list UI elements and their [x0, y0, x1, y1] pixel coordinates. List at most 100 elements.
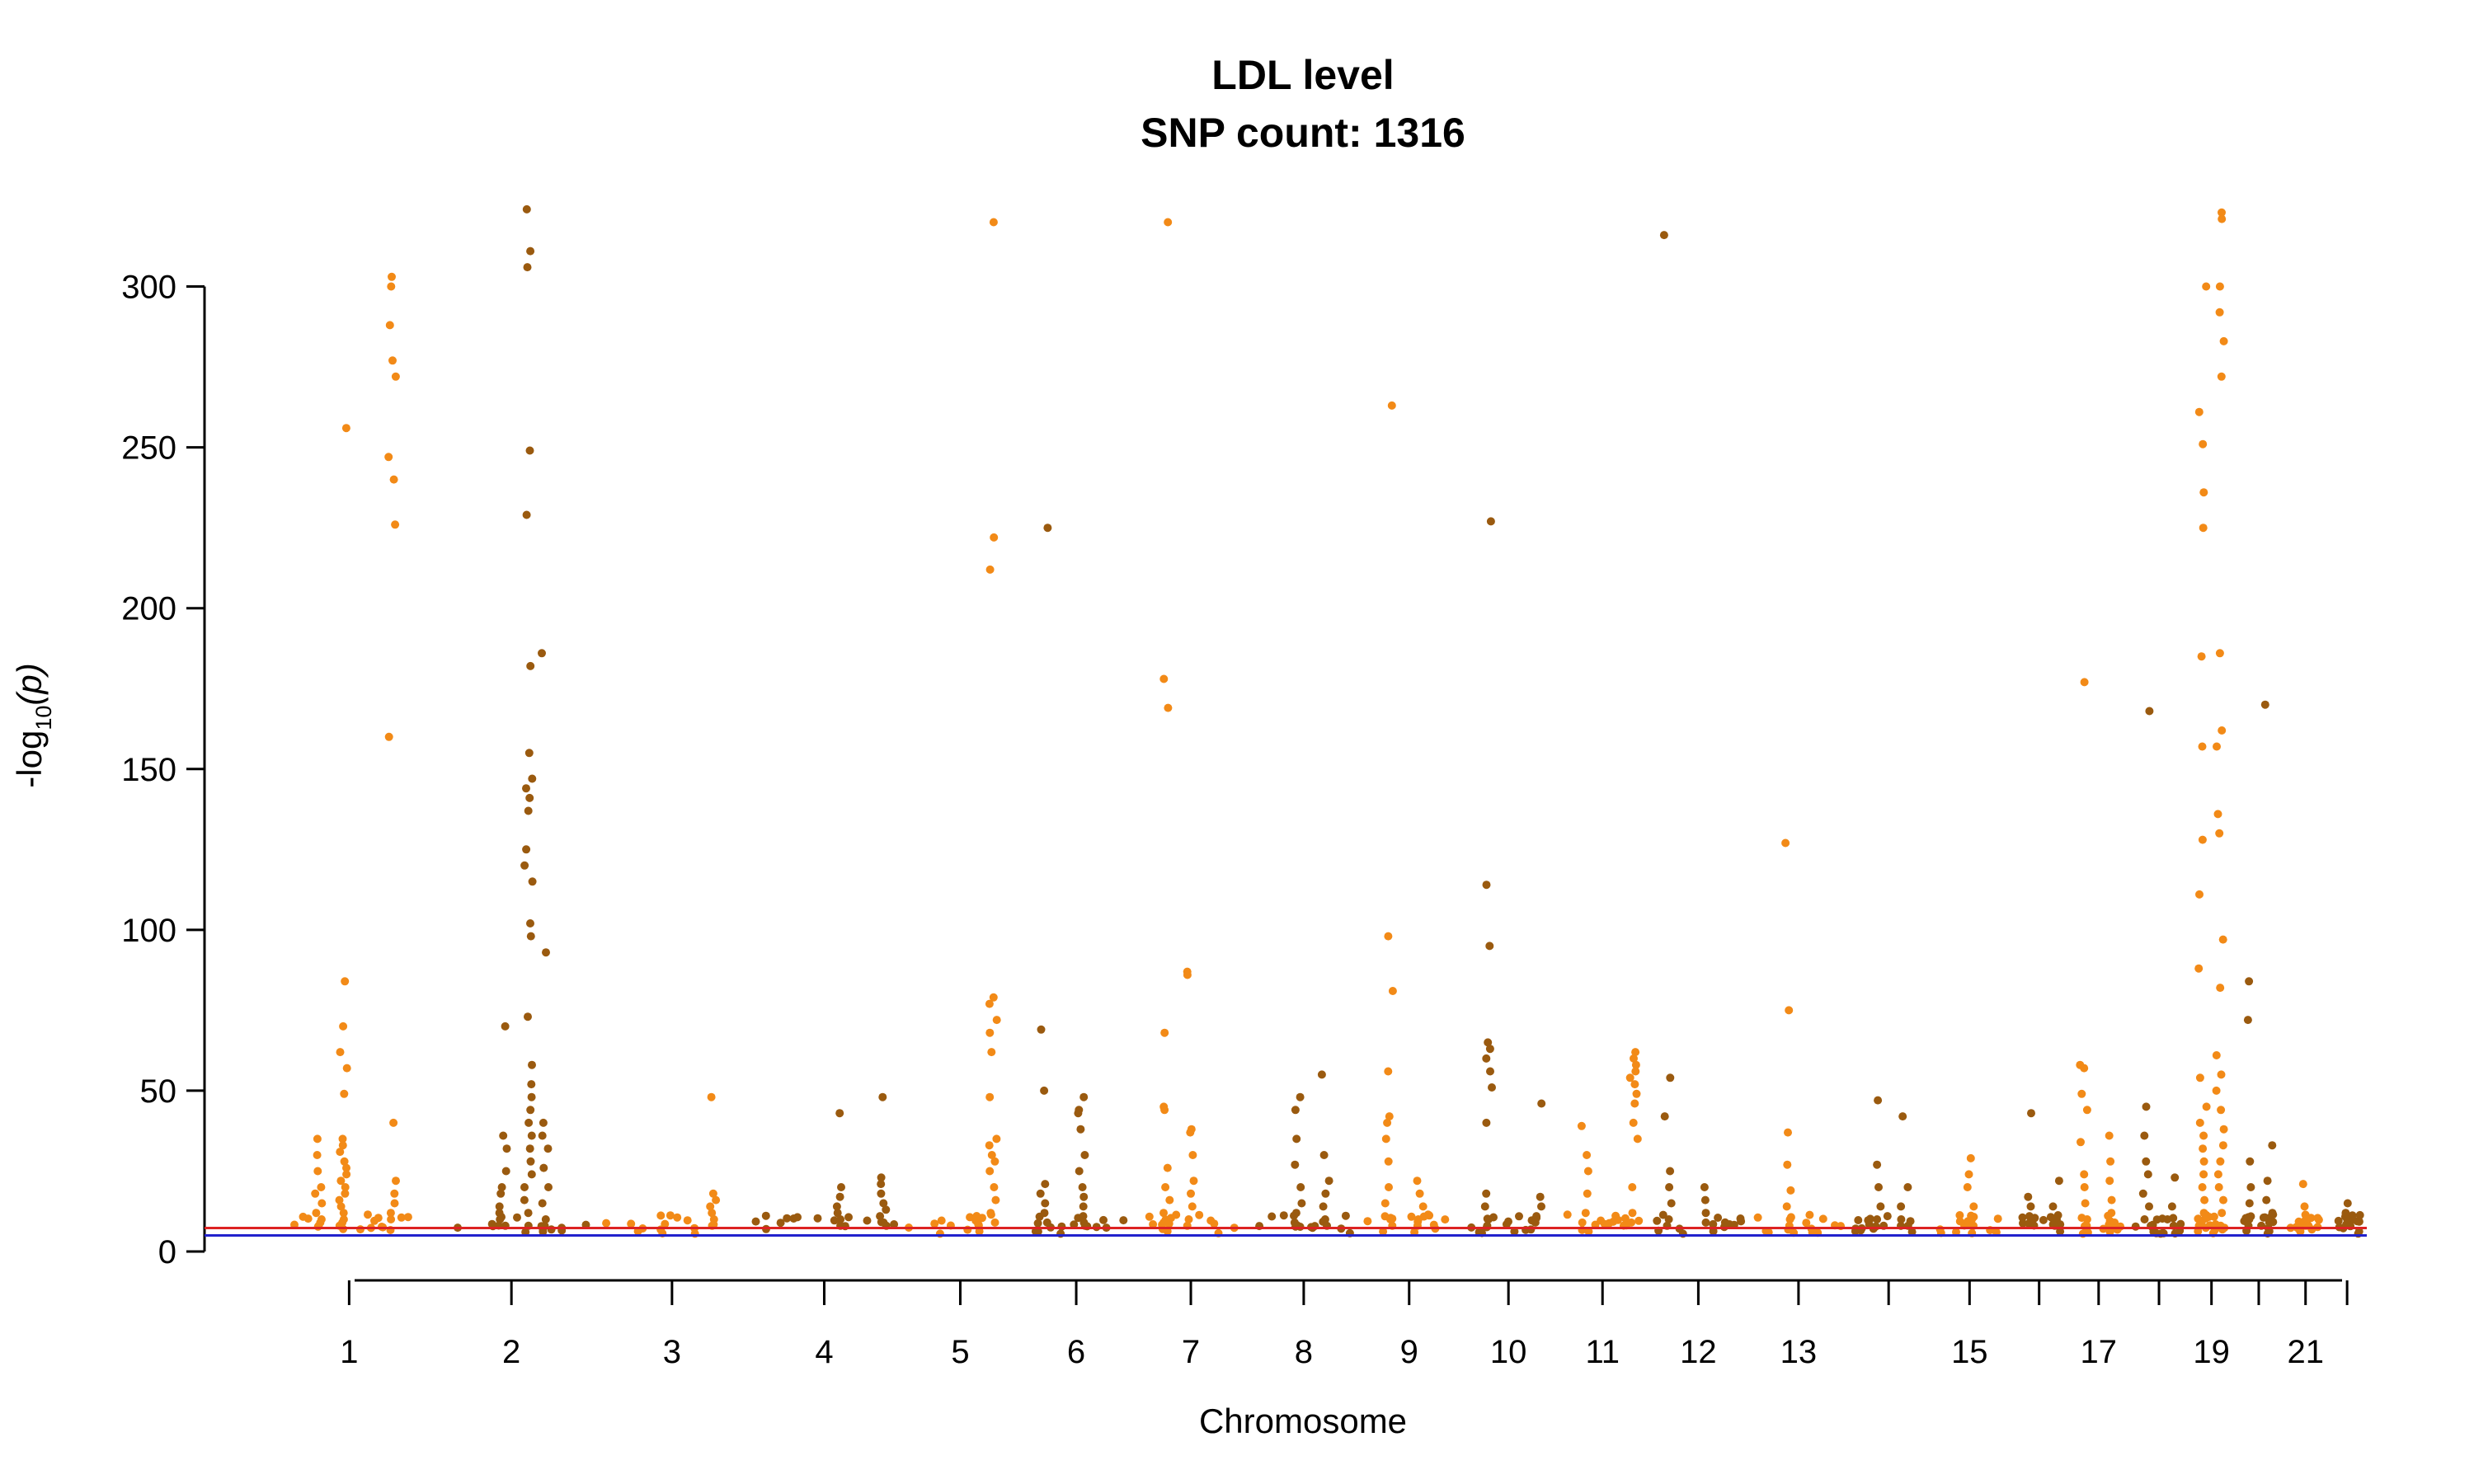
snp-point — [1634, 1216, 1644, 1225]
x-tick-label: 9 — [1400, 1334, 1418, 1370]
snp-point — [544, 1183, 553, 1191]
y-tick-label: 300 — [121, 270, 176, 306]
snp-point — [2081, 1199, 2090, 1208]
snp-point — [985, 565, 995, 574]
y-tick-label: 150 — [121, 752, 176, 788]
snp-point — [2216, 984, 2225, 993]
snp-point — [340, 1157, 349, 1166]
snp-point — [2217, 1106, 2226, 1115]
snp-point — [1969, 1202, 1978, 1211]
snp-point — [1874, 1096, 1883, 1105]
x-tick-label: 7 — [1182, 1334, 1200, 1370]
snp-point — [863, 1216, 872, 1225]
snp-point — [513, 1213, 521, 1222]
snp-point — [1631, 1067, 1640, 1076]
snp-point — [520, 861, 529, 870]
snp-point — [1413, 1215, 1423, 1223]
snp-point — [1584, 1227, 1593, 1236]
snp-point — [390, 1199, 399, 1208]
snp-point — [356, 1225, 365, 1234]
snp-point — [526, 1157, 535, 1166]
snp-point — [1381, 1134, 1390, 1144]
snp-point — [1388, 987, 1397, 995]
snp-point — [2198, 1183, 2207, 1191]
snp-point — [2341, 1209, 2350, 1218]
snp-point — [2354, 1227, 2363, 1236]
snp-point — [627, 1219, 636, 1228]
snp-point — [1036, 1189, 1045, 1198]
snp-point — [2199, 1209, 2208, 1218]
chart-subtitle: SNP count: 1316 — [1141, 110, 1465, 156]
snp-point — [1119, 1216, 1128, 1225]
snp-point — [832, 1202, 841, 1211]
snp-point — [2218, 214, 2227, 223]
snp-point — [2300, 1202, 2309, 1211]
snp-point — [1319, 1202, 1328, 1211]
snp-point — [1784, 1128, 1792, 1137]
snp-point — [336, 1148, 345, 1157]
snp-point — [1805, 1210, 1814, 1219]
snp-point — [985, 1167, 995, 1176]
snp-point — [1628, 1183, 1637, 1191]
snp-point — [495, 1209, 504, 1218]
y-axis-label-body: (p) — [10, 663, 49, 705]
snp-point — [389, 475, 398, 484]
snp-point — [2213, 810, 2222, 819]
snp-point — [2080, 1064, 2089, 1073]
snp-point — [1070, 1220, 1079, 1229]
y-tick-label: 100 — [121, 913, 176, 949]
x-tick-label: 8 — [1295, 1334, 1313, 1370]
snp-point — [339, 1209, 348, 1218]
snp-point — [1324, 1176, 1333, 1186]
snp-point — [706, 1202, 715, 1211]
snp-point — [1160, 1106, 1169, 1115]
snp-point — [1160, 1028, 1169, 1037]
snp-point — [2025, 1212, 2034, 1221]
snp-point — [526, 247, 535, 256]
snp-point — [656, 1211, 666, 1220]
snp-point — [709, 1215, 718, 1223]
snp-point — [1781, 838, 1790, 848]
snp-point — [1583, 1151, 1592, 1159]
snp-point — [2303, 1215, 2312, 1223]
snp-point — [1385, 1183, 1393, 1191]
snp-point — [1510, 1227, 1519, 1236]
snp-point — [1577, 1121, 1586, 1130]
snp-point — [2216, 1157, 2225, 1166]
snp-point — [2107, 1209, 2116, 1218]
snp-point — [1163, 1163, 1172, 1172]
snp-point — [1379, 1227, 1388, 1236]
snp-point — [2197, 652, 2206, 661]
snp-point — [986, 1209, 995, 1218]
snp-point — [835, 1192, 844, 1201]
snp-point — [1753, 1213, 1762, 1222]
snp-point — [2260, 700, 2269, 709]
snp-point — [1279, 1211, 1288, 1220]
snp-point — [1515, 1212, 1523, 1221]
snp-point — [390, 1189, 399, 1198]
snp-point — [1536, 1192, 1545, 1201]
snp-point — [1871, 1222, 1880, 1231]
snp-point — [1578, 1218, 1587, 1227]
snp-point — [813, 1214, 822, 1223]
snp-point — [2343, 1199, 2352, 1208]
snp-point — [1099, 1215, 1108, 1224]
snp-point — [2056, 1227, 2065, 1236]
snp-point — [542, 948, 550, 957]
snp-point — [1290, 1218, 1299, 1227]
snp-point — [1057, 1222, 1066, 1231]
snp-point — [1268, 1212, 1277, 1221]
snp-point — [397, 1213, 406, 1222]
data-points — [290, 204, 2364, 1238]
snp-point — [501, 1167, 510, 1176]
snp-point — [2106, 1157, 2115, 1166]
snp-point — [1701, 1209, 1710, 1218]
snp-point — [2215, 282, 2224, 291]
snp-point — [2202, 1102, 2211, 1111]
snp-point — [2199, 488, 2208, 497]
snp-point — [1296, 1092, 1305, 1101]
snp-point — [2199, 1157, 2208, 1166]
snp-point — [341, 977, 350, 986]
snp-point — [1966, 1153, 1975, 1162]
snp-point — [2213, 1170, 2222, 1179]
